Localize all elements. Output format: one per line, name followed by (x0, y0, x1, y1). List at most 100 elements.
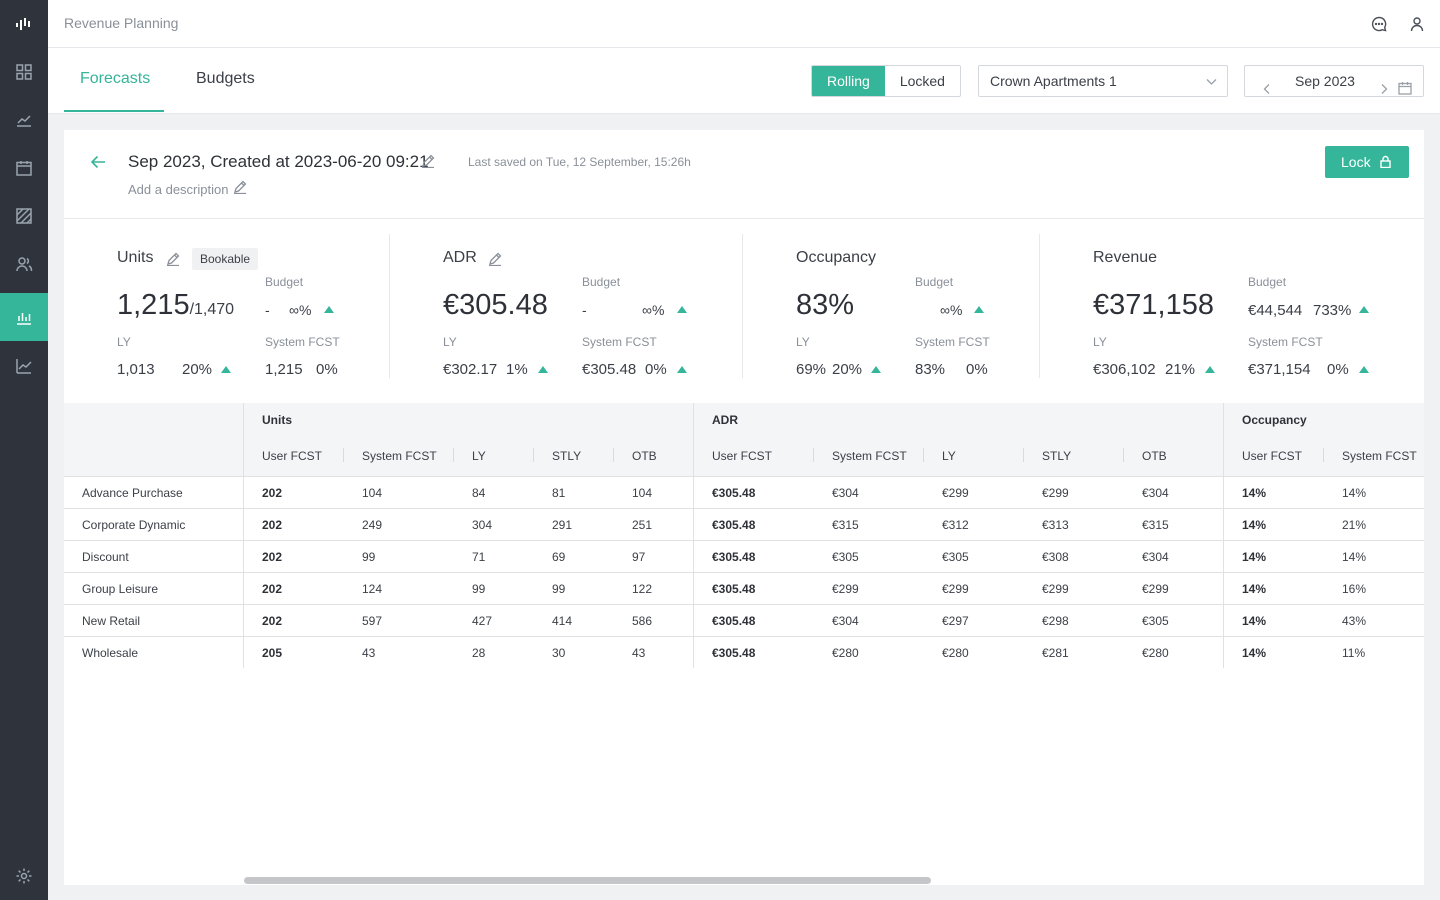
column-header[interactable]: User FCST (712, 449, 772, 463)
column-header-divider (813, 448, 814, 462)
analytics-icon[interactable] (0, 342, 48, 390)
kpi-separator (742, 234, 743, 378)
column-separator (693, 403, 694, 668)
up-triangle-icon (1359, 366, 1369, 373)
group-header-occupancy: Occupancy (1242, 413, 1307, 427)
chevron-right-icon[interactable] (1378, 75, 1390, 94)
table-cell: 11% (1342, 646, 1366, 660)
table-cell: €305 (832, 550, 859, 564)
table-cell: €305 (1142, 614, 1169, 628)
adr-user-fcst-cell[interactable]: €305.48 (712, 582, 756, 596)
occupancy-user-fcst-cell[interactable]: 14% (1242, 582, 1267, 596)
edit-description-pencil-icon[interactable] (233, 180, 247, 195)
revenue-ly-pct: 21% (1165, 361, 1196, 378)
chevron-left-icon[interactable] (1261, 75, 1273, 94)
table-cell: €313 (1042, 518, 1069, 532)
column-header[interactable]: LY (472, 449, 486, 463)
table-cell: 304 (472, 518, 493, 532)
column-header[interactable]: System FCST (832, 449, 907, 463)
table-cell: €315 (832, 518, 859, 532)
row-divider (64, 476, 1424, 477)
adr-sys-value: €305.48 (582, 361, 637, 378)
row-divider (64, 540, 1424, 541)
column-header[interactable]: User FCST (1242, 449, 1302, 463)
edit-units-pencil-icon[interactable] (166, 252, 180, 267)
table-cell: €299 (1142, 582, 1169, 596)
column-header-divider (613, 448, 614, 462)
revenue-budget-label: Budget (1248, 275, 1287, 289)
group-header-adr: ADR (712, 413, 738, 427)
occupancy-user-fcst-cell[interactable]: 14% (1242, 614, 1267, 628)
calendar-icon[interactable] (1398, 75, 1412, 95)
table-cell: 427 (472, 614, 493, 628)
tab-forecasts[interactable]: Forecasts (80, 70, 151, 87)
table-cell: €280 (1142, 646, 1169, 660)
units-user-fcst-cell[interactable]: 205 (262, 646, 283, 660)
edit-title-pencil-icon[interactable] (421, 154, 435, 169)
column-header[interactable]: System FCST (1342, 449, 1417, 463)
adr-sys-pct: 0% (645, 361, 667, 378)
kpi-revenue-value: €371,158 (1093, 289, 1214, 321)
occupancy-user-fcst-cell[interactable]: 14% (1242, 646, 1267, 660)
restrictions-icon[interactable] (0, 192, 48, 240)
table-cell: 43 (632, 646, 646, 660)
adr-user-fcst-cell[interactable]: €305.48 (712, 614, 756, 628)
occupancy-sys-label: System FCST (915, 335, 990, 349)
guests-icon[interactable] (0, 240, 48, 288)
adr-user-fcst-cell[interactable]: €305.48 (712, 486, 756, 500)
calendar-icon[interactable] (0, 144, 48, 192)
edit-adr-pencil-icon[interactable] (488, 252, 502, 267)
trend-chart-icon[interactable] (0, 96, 48, 144)
horizontal-scrollbar[interactable] (244, 877, 931, 884)
adr-sys-label: System FCST (582, 335, 657, 349)
dashboard-icon[interactable] (0, 48, 48, 96)
gear-icon[interactable] (0, 852, 48, 900)
bookable-badge[interactable]: Bookable (192, 248, 259, 270)
tab-budgets[interactable]: Budgets (196, 70, 255, 87)
property-select[interactable]: Crown Apartments 1 (978, 65, 1228, 97)
adr-user-fcst-cell[interactable]: €305.48 (712, 550, 756, 564)
add-description-link[interactable]: Add a description (128, 182, 229, 197)
table-cell: 251 (632, 518, 653, 532)
occupancy-sys-pct: 0% (966, 361, 988, 378)
revenue-planning-icon[interactable] (0, 293, 48, 341)
back-arrow-icon[interactable] (90, 154, 106, 170)
table-cell: 14% (1342, 550, 1367, 564)
mode-toggle: Rolling Locked (811, 65, 961, 97)
kpi-revenue-title: Revenue (1093, 249, 1158, 266)
column-header[interactable]: LY (942, 449, 956, 463)
table-cell: 124 (362, 582, 383, 596)
lock-button[interactable]: Lock (1325, 146, 1409, 178)
units-user-fcst-cell[interactable]: 202 (262, 550, 283, 564)
table-cell: €280 (942, 646, 969, 660)
logo-bars-icon[interactable] (0, 0, 48, 48)
up-triangle-icon (677, 366, 687, 373)
column-separator (243, 403, 244, 668)
units-user-fcst-cell[interactable]: 202 (262, 614, 283, 628)
occupancy-user-fcst-cell[interactable]: 14% (1242, 518, 1267, 532)
column-header[interactable]: User FCST (262, 449, 322, 463)
adr-user-fcst-cell[interactable]: €305.48 (712, 518, 756, 532)
table-cell: 97 (632, 550, 646, 564)
table-cell: 28 (472, 646, 486, 660)
kpi-units-title: Units (117, 249, 154, 266)
chat-icon[interactable] (1369, 14, 1389, 34)
kpi-occupancy-title: Occupancy (796, 249, 877, 266)
column-header[interactable]: OTB (1142, 449, 1167, 463)
adr-user-fcst-cell[interactable]: €305.48 (712, 646, 756, 660)
table-cell: €299 (832, 582, 859, 596)
column-header[interactable]: System FCST (362, 449, 437, 463)
locked-button[interactable]: Locked (899, 73, 945, 89)
adr-budget-value: - (582, 302, 587, 318)
units-user-fcst-cell[interactable]: 202 (262, 582, 283, 596)
column-header[interactable]: STLY (1042, 449, 1072, 463)
occupancy-user-fcst-cell[interactable]: 14% (1242, 486, 1267, 500)
units-user-fcst-cell[interactable]: 202 (262, 486, 283, 500)
occupancy-user-fcst-cell[interactable]: 14% (1242, 550, 1267, 564)
table-cell: €299 (1042, 582, 1069, 596)
column-header[interactable]: STLY (552, 449, 582, 463)
rolling-button[interactable]: Rolling (812, 66, 885, 96)
user-icon[interactable] (1407, 14, 1427, 34)
units-user-fcst-cell[interactable]: 202 (262, 518, 283, 532)
column-header[interactable]: OTB (632, 449, 657, 463)
